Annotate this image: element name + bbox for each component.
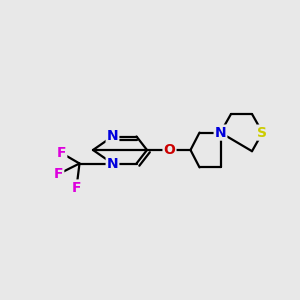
Text: F: F — [54, 167, 63, 181]
Text: N: N — [215, 126, 226, 140]
Text: S: S — [257, 126, 268, 140]
Text: O: O — [164, 143, 175, 157]
Text: F: F — [57, 146, 66, 160]
Text: N: N — [107, 157, 118, 170]
Text: F: F — [72, 181, 81, 194]
Text: N: N — [107, 130, 118, 143]
